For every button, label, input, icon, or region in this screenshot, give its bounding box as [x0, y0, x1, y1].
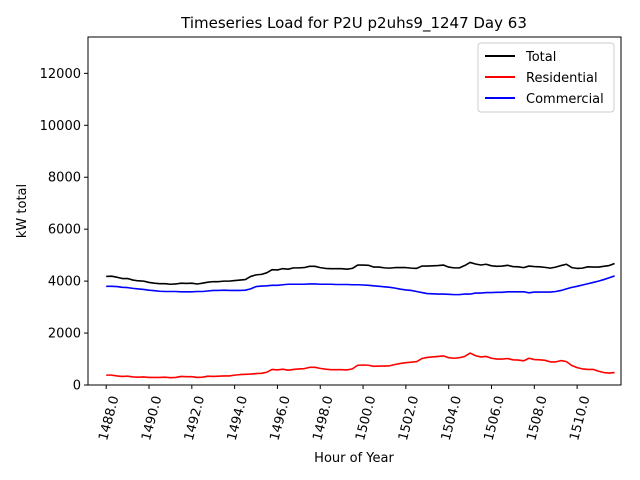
x-tick-label: 1504.0 — [439, 394, 465, 442]
y-tick-label: 8000 — [48, 171, 81, 186]
series-layer — [106, 261, 615, 379]
legend-label-commercial: Commercial — [526, 92, 604, 107]
y-axis: 0 2000 4000 6000 8000 10000 12000 — [40, 67, 88, 394]
y-tick-label: 6000 — [48, 223, 81, 238]
x-axis: 1488.0 1490.0 1492.0 1494.0 1496.0 1498.0 1500… — [96, 385, 593, 442]
x-tick-label: 1490.0 — [139, 394, 165, 442]
series-line-commercial — [106, 275, 615, 296]
x-tick-label: 1488.0 — [96, 394, 122, 442]
x-tick-label: 1498.0 — [310, 394, 336, 442]
series-line-residential — [106, 352, 615, 379]
legend-box — [477, 42, 615, 113]
y-tick-label: 4000 — [48, 275, 81, 290]
y-tick-label: 10000 — [40, 119, 81, 134]
x-tick-label: 1494.0 — [225, 394, 251, 442]
y-tick-label: 2000 — [48, 327, 81, 342]
x-tick-label: 1496.0 — [268, 394, 294, 442]
x-tick-label: 1506.0 — [482, 394, 508, 442]
legend-label-total: Total — [525, 50, 556, 65]
series-line-total — [106, 261, 615, 286]
x-tick-label: 1510.0 — [567, 394, 593, 442]
x-tick-label: 1502.0 — [396, 394, 422, 442]
legend-label-residential: Residential — [526, 71, 598, 86]
y-tick-label: 12000 — [40, 67, 81, 82]
x-tick-label: 1508.0 — [524, 394, 550, 442]
x-tick-label: 1500.0 — [353, 394, 379, 442]
y-axis-label: kW total — [15, 184, 30, 238]
x-tick-label: 1492.0 — [182, 394, 208, 442]
legend: Total Residential Commercial — [477, 42, 615, 113]
chart-title: Timeseries Load for P2U p2uhs9_1247 Day … — [180, 14, 527, 33]
x-axis-label: Hour of Year — [314, 451, 394, 466]
y-tick-label: 0 — [73, 379, 81, 394]
